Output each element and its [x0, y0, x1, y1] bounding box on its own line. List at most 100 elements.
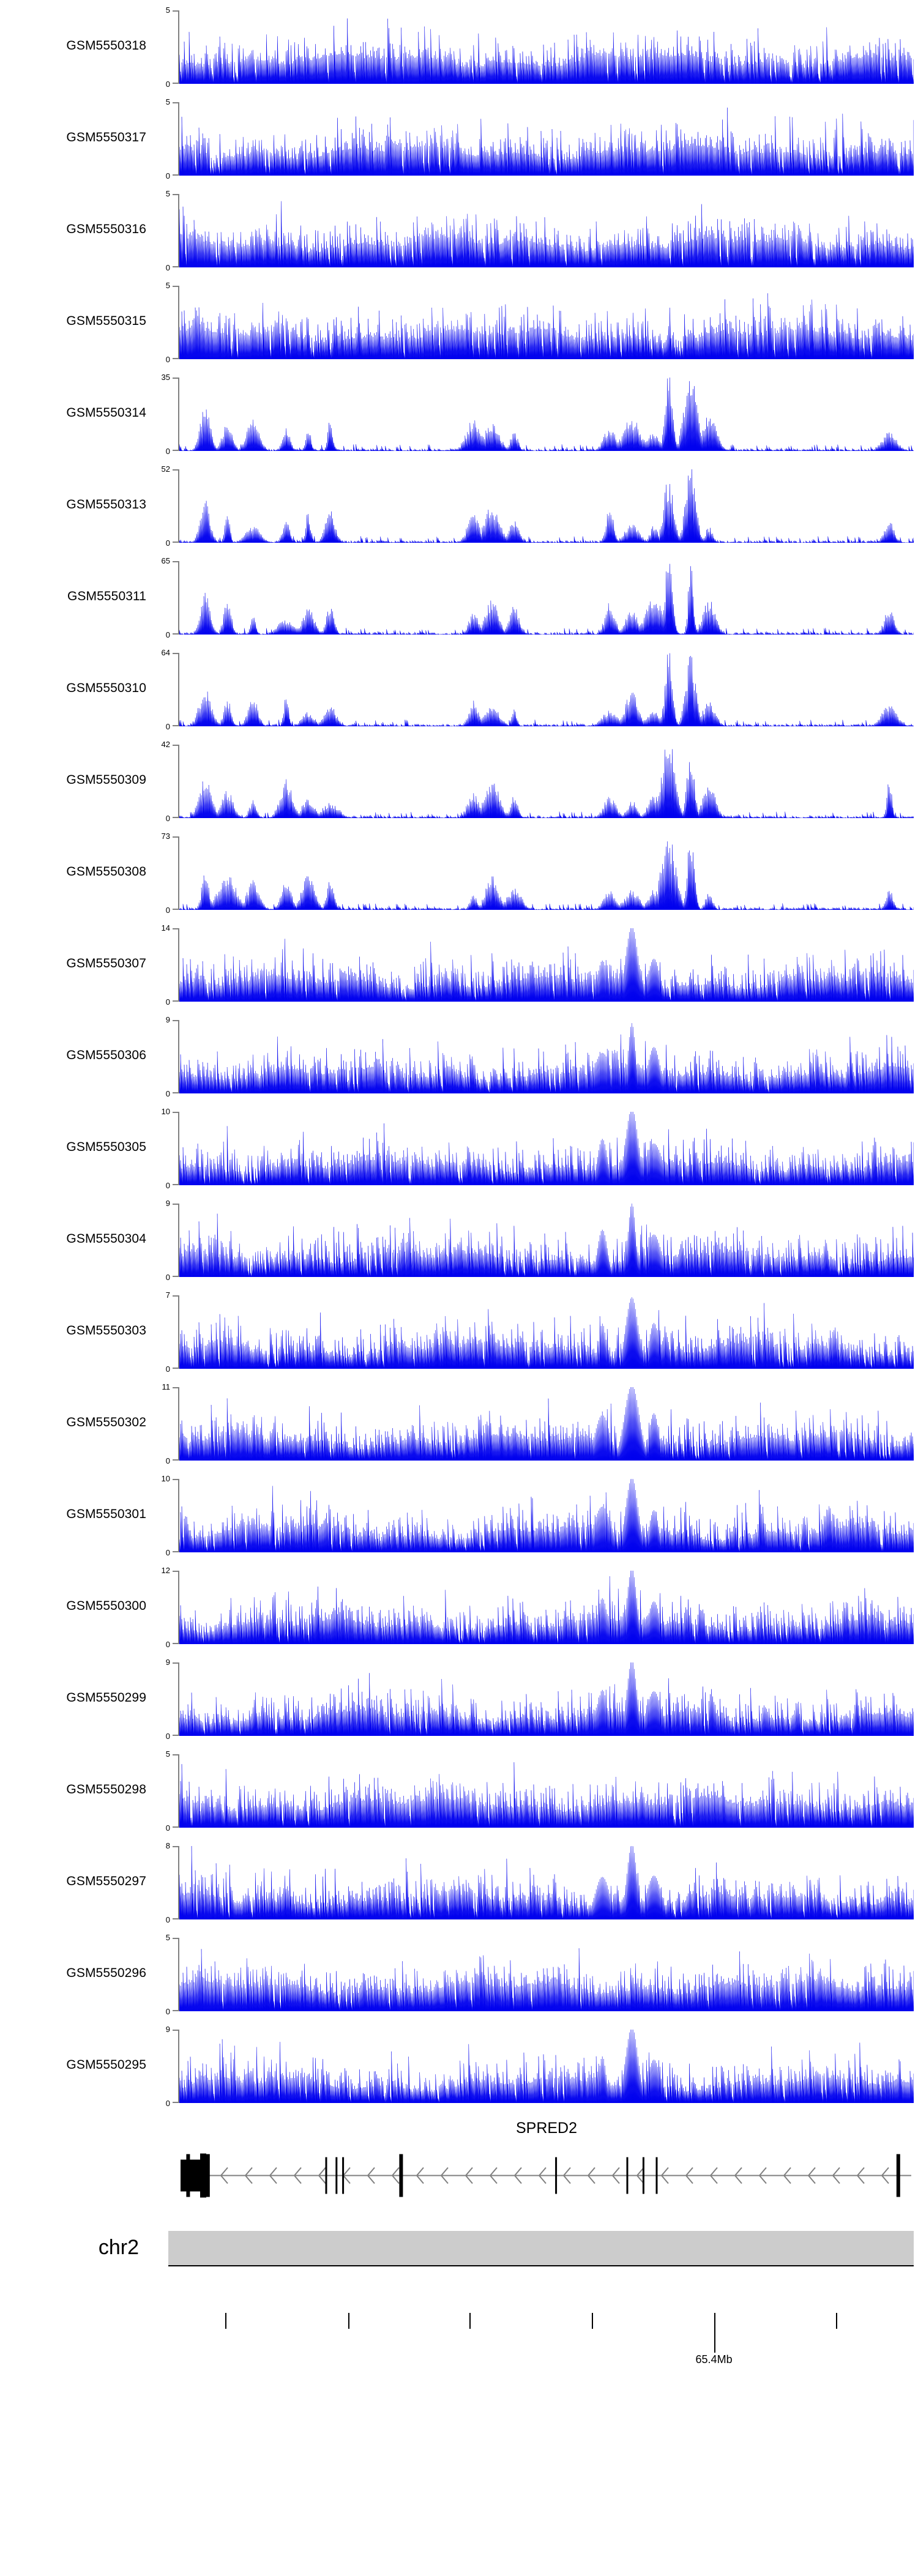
track-label-GSM5550308: GSM5550308 [66, 865, 146, 879]
y-axis-min-value: 0 [165, 997, 170, 1007]
y-axis-tick-min [173, 1000, 179, 1002]
coverage-plot-area [179, 378, 914, 451]
coverage-track: GSM5550300 12 0 [0, 1560, 918, 1652]
coverage-plot-area [179, 2030, 914, 2103]
y-axis-tick-max [173, 102, 179, 103]
y-axis-line [178, 1387, 179, 1461]
y-axis-tick-max [173, 1662, 179, 1664]
y-axis-tick-min [173, 2010, 179, 2011]
track-label-GSM5550318: GSM5550318 [66, 39, 146, 53]
y-axis-max-value: 35 [161, 373, 170, 382]
coverage-plot-area [179, 1204, 914, 1277]
y-axis-tick-min [173, 266, 179, 267]
y-axis-line [178, 10, 179, 84]
y-axis-max-value: 42 [161, 740, 170, 749]
y-axis-line [178, 1295, 179, 1369]
y-axis-min-value: 0 [165, 1640, 170, 1649]
y-axis-line [178, 1754, 179, 1828]
genome-axis-tick [225, 2313, 226, 2329]
y-axis-min-value: 0 [165, 722, 170, 731]
y-axis-max-value: 5 [165, 97, 170, 106]
y-axis-line [178, 102, 179, 176]
track-label-GSM5550313: GSM5550313 [66, 497, 146, 512]
coverage-plot-area [179, 1387, 914, 1461]
y-axis-tick-max [173, 928, 179, 929]
track-y-axis: 35 0 [152, 373, 179, 455]
y-axis-tick-min [173, 542, 179, 543]
y-axis-min-value: 0 [165, 538, 170, 548]
y-axis-tick-max [173, 286, 179, 287]
y-axis-max-value: 10 [161, 1474, 170, 1483]
track-label-GSM5550305: GSM5550305 [66, 1140, 146, 1154]
y-axis-tick-max [173, 836, 179, 838]
y-axis-min-value: 0 [165, 355, 170, 364]
chromosome-track: chr2 [0, 2221, 918, 2313]
genome-axis-ticks: 65.4Mb [168, 2313, 914, 2399]
y-axis-tick-max [173, 1020, 179, 1021]
coverage-track: GSM5550296 5 0 [0, 1927, 918, 2019]
coverage-track: GSM5550301 10 0 [0, 1469, 918, 1560]
genome-axis-track: 65.4Mb [0, 2313, 918, 2399]
coverage-track: GSM5550299 9 0 [0, 1652, 918, 1744]
y-axis-tick-max [173, 745, 179, 746]
y-axis-min-value: 0 [165, 2007, 170, 2016]
coverage-plot-area [179, 1938, 914, 2011]
y-axis-line [178, 745, 179, 818]
genome-axis-tick [469, 2313, 471, 2329]
y-axis-tick-min [173, 1092, 179, 1093]
coverage-track: GSM5550297 8 0 [0, 1836, 918, 1927]
coverage-track: GSM5550302 11 0 [0, 1377, 918, 1469]
y-axis-tick-min [173, 1368, 179, 1369]
y-axis-min-value: 0 [165, 1181, 170, 1190]
track-y-axis: 42 0 [152, 740, 179, 822]
coverage-plot-area [179, 102, 914, 176]
y-axis-max-value: 12 [161, 1566, 170, 1575]
y-axis-max-value: 64 [161, 648, 170, 657]
track-label-GSM5550314: GSM5550314 [66, 406, 146, 420]
coverage-track: GSM5550298 5 0 [0, 1744, 918, 1836]
gene-model-diagram [179, 2146, 914, 2205]
coverage-plot-area [179, 653, 914, 726]
y-axis-line [178, 561, 179, 635]
y-axis-line [178, 1571, 179, 1644]
y-axis-tick-max [173, 561, 179, 562]
y-axis-max-value: 5 [165, 281, 170, 290]
coverage-plot-area [179, 10, 914, 84]
coverage-tracks-container: GSM5550318 5 0 GSM5550317 5 0 GSM5550316 5 0 GSM5… [0, 6, 918, 2107]
y-axis-line [178, 1204, 179, 1277]
track-y-axis: 52 0 [152, 465, 179, 547]
track-label-GSM5550301: GSM5550301 [66, 1507, 146, 1521]
y-axis-min-value: 0 [165, 1548, 170, 1557]
track-y-axis: 12 0 [152, 1566, 179, 1648]
coverage-plot-area [179, 1571, 914, 1644]
coverage-plot-area [179, 1479, 914, 1552]
track-label-GSM5550296: GSM5550296 [66, 1966, 146, 1980]
y-axis-max-value: 5 [165, 1933, 170, 1942]
y-axis-min-value: 0 [165, 171, 170, 181]
coverage-plot-area [179, 836, 914, 910]
y-axis-tick-min [173, 633, 179, 635]
y-axis-tick-min [173, 174, 179, 176]
y-axis-max-value: 5 [165, 1749, 170, 1759]
y-axis-min-value: 0 [165, 1273, 170, 1282]
y-axis-max-value: 10 [161, 1107, 170, 1116]
y-axis-tick-min [173, 1459, 179, 1461]
coverage-plot-area [179, 1754, 914, 1828]
y-axis-line [178, 378, 179, 451]
coverage-track: GSM5550303 7 0 [0, 1285, 918, 1377]
y-axis-line [178, 1479, 179, 1552]
track-label-GSM5550309: GSM5550309 [66, 773, 146, 787]
coverage-track: GSM5550307 14 0 [0, 918, 918, 1010]
y-axis-min-value: 0 [165, 906, 170, 915]
genome-axis-tick [836, 2313, 838, 2329]
track-label-GSM5550307: GSM5550307 [66, 956, 146, 970]
track-label-GSM5550302: GSM5550302 [66, 1415, 146, 1429]
coverage-plot-area [179, 1112, 914, 1185]
